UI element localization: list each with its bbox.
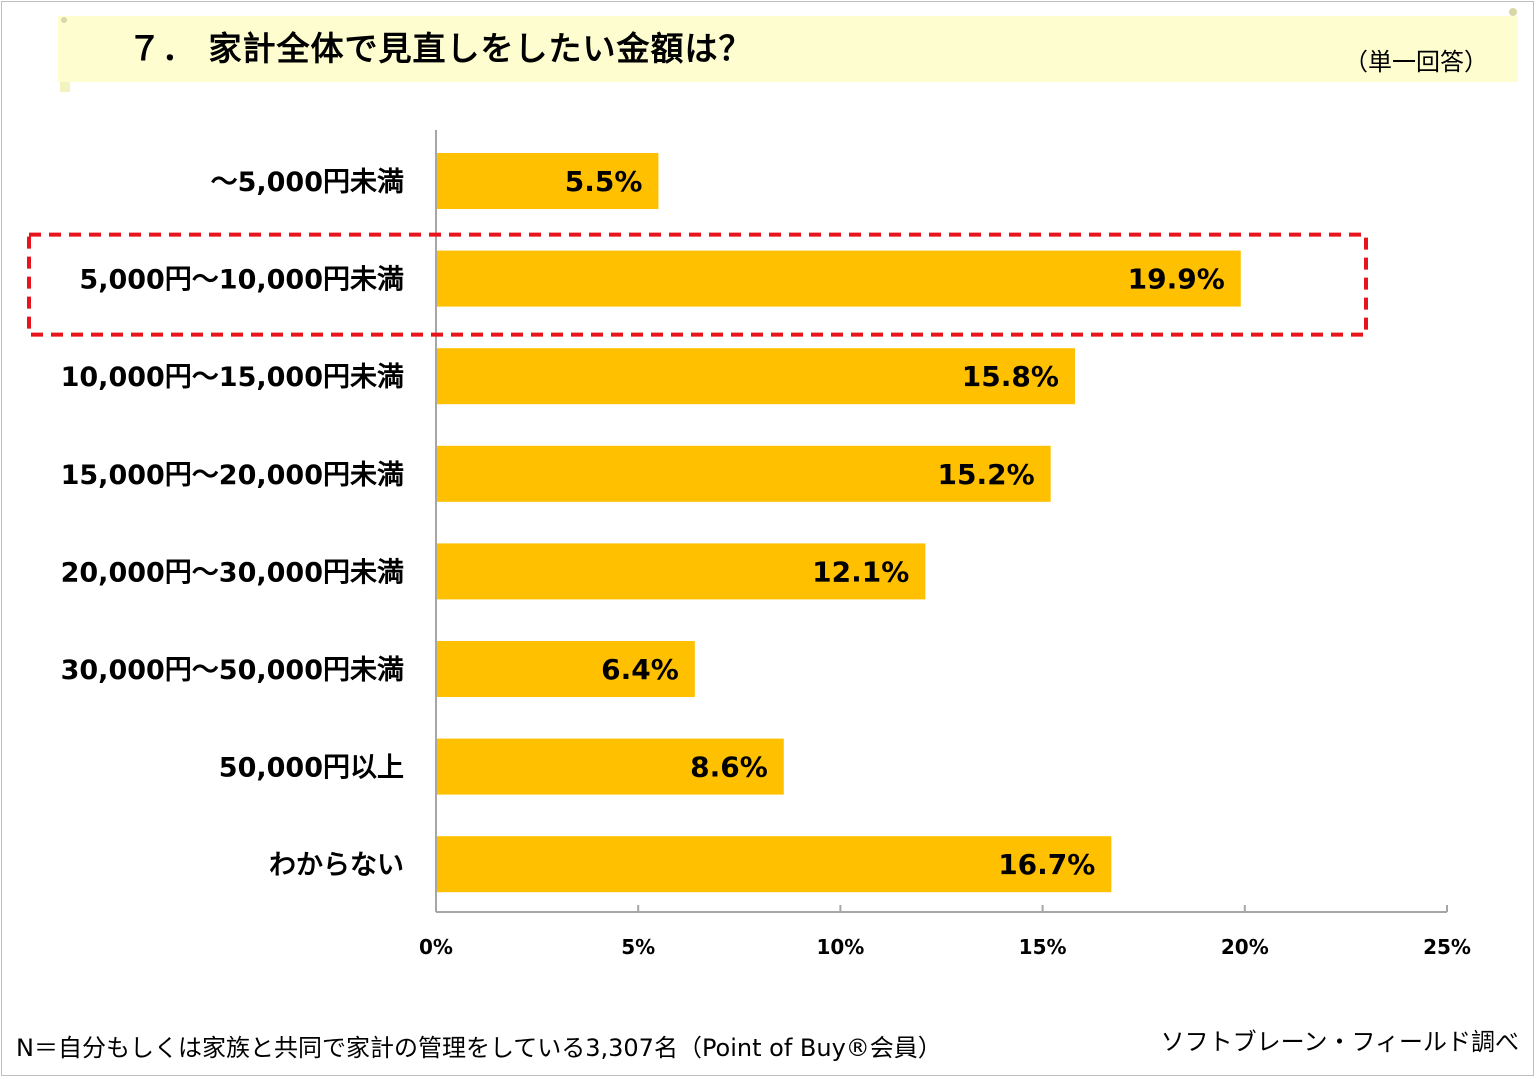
bar (436, 445, 1051, 502)
category-label: 10,000円～15,000円未満 (61, 362, 404, 393)
decor-dot (61, 17, 67, 23)
x-tick-label: 15% (1019, 935, 1067, 959)
data-label: 15.2% (938, 458, 1035, 491)
category-label: ～5,000円未満 (211, 167, 404, 198)
title-band (58, 16, 1518, 82)
bar (436, 641, 695, 697)
category-label: 5,000円～10,000円未満 (79, 265, 404, 296)
category-label: 50,000円以上 (219, 753, 404, 784)
data-label: 12.1% (812, 555, 909, 588)
source-credit: ソフトブレーン・フィールド調べ (1160, 1028, 1519, 1056)
data-label: 15.8% (962, 360, 1059, 393)
data-label: 6.4% (601, 653, 679, 686)
decor-dot (1509, 8, 1517, 16)
x-tick-label: 25% (1423, 935, 1471, 959)
answer-type-note: （単一回答） (1344, 48, 1488, 76)
bar (436, 836, 1112, 893)
x-tick-label: 5% (621, 935, 655, 959)
sample-note: N＝自分もしくは家族と共同で家計の管理をしている3,307名（Point of … (16, 1034, 942, 1062)
data-label: 8.6% (690, 751, 768, 784)
category-label: 15,000円～20,000円未満 (61, 460, 404, 491)
bar (436, 543, 926, 600)
title-band-shadow (60, 82, 70, 92)
bar (436, 250, 1241, 307)
chart-title: ７． 家計全体で見直しをしたい金額は？ (128, 29, 753, 68)
data-label: 5.5% (565, 165, 643, 198)
category-label: 30,000円～50,000円未満 (61, 655, 404, 686)
bar (436, 738, 784, 795)
bar (436, 348, 1075, 405)
x-tick-label: 0% (419, 935, 453, 959)
category-label: 20,000円～30,000円未満 (61, 557, 404, 588)
category-label: わからない (269, 850, 404, 881)
x-tick-label: 10% (816, 935, 864, 959)
bar (436, 153, 659, 209)
data-label: 16.7% (998, 848, 1095, 881)
highlight-box (27, 232, 1368, 337)
x-tick-label: 20% (1221, 935, 1269, 959)
data-label: 19.9% (1128, 263, 1225, 296)
